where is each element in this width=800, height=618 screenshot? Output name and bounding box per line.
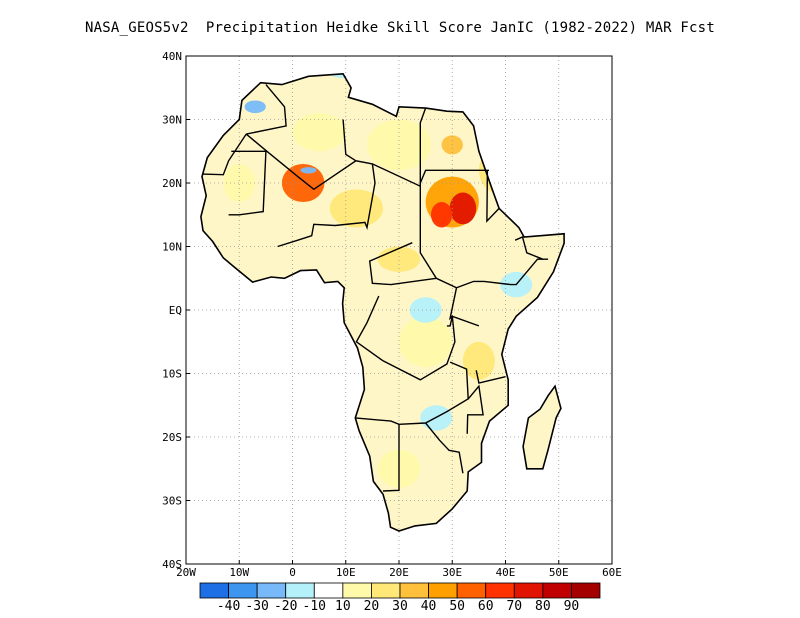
country-border	[368, 242, 437, 286]
skill-patch	[244, 100, 266, 114]
colorbar: -40 -30 -20 -10 10 20 30 40 50 60 70 80 90	[199, 582, 601, 614]
colorbar-swatch	[342, 582, 372, 599]
colorbar-swatch	[371, 582, 401, 599]
country-border	[475, 370, 506, 384]
country-border	[228, 150, 267, 216]
y-tick-label: 40N	[162, 50, 182, 63]
x-axis-ticks: 20W 10W 0 10E 20E 30E 40E 50E 60E	[176, 560, 622, 579]
country-border	[419, 186, 549, 289]
x-tick-label: 30E	[442, 566, 462, 579]
colorbar-label: -20	[274, 599, 297, 614]
colorbar-label: 30	[392, 599, 408, 614]
x-tick-label: 10E	[336, 566, 356, 579]
colorbar-label: -40	[217, 599, 240, 614]
skill-patch	[399, 316, 453, 368]
colorbar-label: 80	[535, 599, 551, 614]
country-border	[342, 119, 357, 162]
colorbar-swatch	[513, 582, 544, 599]
x-tick-label: 50E	[549, 566, 569, 579]
y-tick-label: 10N	[162, 241, 182, 254]
x-tick-label: 20W	[176, 566, 196, 579]
country-border	[355, 361, 469, 426]
country-borders	[201, 84, 562, 492]
colorbar-swatch	[456, 582, 487, 599]
y-tick-label: 30S	[162, 495, 182, 508]
skill-patch	[223, 163, 256, 203]
colorbar-label: 40	[421, 599, 437, 614]
y-tick-label: 20S	[162, 431, 182, 444]
skill-patch	[300, 167, 317, 174]
colorbar-swatch	[313, 582, 344, 599]
colorbar-label: 90	[564, 599, 580, 614]
colorbar-swatch	[571, 582, 601, 599]
country-border	[355, 287, 458, 381]
country-border	[246, 84, 287, 135]
country-border	[486, 170, 500, 223]
colorbar-swatch	[428, 582, 458, 599]
y-tick-label: EQ	[169, 304, 182, 317]
x-tick-label: 20E	[389, 566, 409, 579]
colorbar-swatch	[285, 582, 315, 599]
y-tick-label: 30N	[162, 114, 182, 127]
skill-patch	[575, 88, 596, 113]
skill-patch	[329, 189, 384, 228]
country-border	[446, 315, 480, 327]
colorbar-swatch	[485, 582, 515, 599]
skill-patch	[292, 113, 346, 152]
country-border	[514, 236, 544, 260]
x-tick-label: 10W	[229, 566, 249, 579]
colorbar-swatch	[399, 582, 429, 599]
skill-patch	[430, 202, 453, 228]
colorbar-swatch	[199, 582, 229, 599]
colorbar-label: 60	[478, 599, 494, 614]
colorbar-label: 10	[335, 599, 351, 614]
chart-title: NASA_GEOS5v2 Precipitation Heidke Skill …	[85, 20, 715, 36]
country-border	[201, 133, 247, 176]
country-border	[277, 163, 376, 248]
madagascar-outline	[522, 384, 562, 470]
colorbar-label: 70	[506, 599, 522, 614]
country-border	[425, 422, 464, 474]
skill-patch	[462, 341, 495, 380]
y-axis-ticks: 40N 30N 20N 10N EQ 10S 20S 30S 40S	[162, 50, 190, 571]
country-border	[382, 424, 400, 492]
colorbar-label: 50	[449, 599, 465, 614]
country-border	[466, 384, 484, 434]
x-tick-label: 40E	[496, 566, 516, 579]
x-tick-label: 60E	[602, 566, 622, 579]
y-tick-label: 20N	[162, 177, 182, 190]
coastline	[200, 72, 565, 532]
colorbar-label: -30	[245, 599, 268, 614]
country-border	[419, 107, 427, 187]
x-tick-label: 0	[289, 566, 296, 579]
colorbar-swatch	[256, 582, 287, 599]
colorbar-swatch	[228, 582, 258, 599]
skill-patch	[409, 297, 442, 323]
skill-patch	[449, 192, 477, 225]
colorbar-label: -10	[303, 599, 326, 614]
y-tick-label: 40S	[162, 558, 182, 571]
colorbar-label: 20	[364, 599, 380, 614]
colorbar-swatch	[542, 582, 572, 599]
y-tick-label: 10S	[162, 368, 182, 381]
